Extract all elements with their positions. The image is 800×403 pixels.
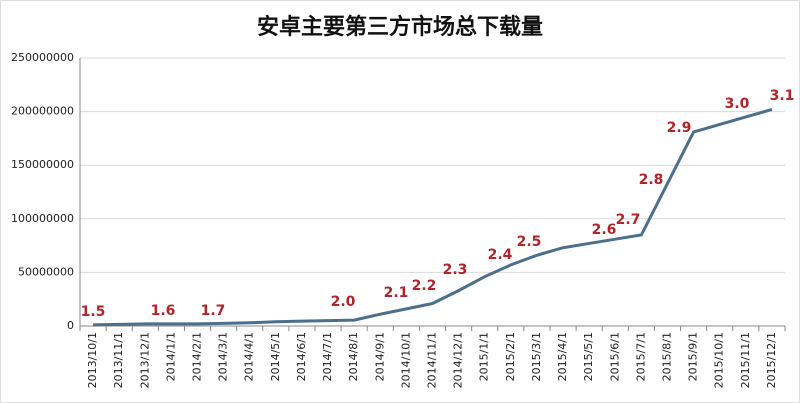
- version-label: 2.8: [639, 172, 664, 188]
- x-tick-label: 2015/9/1: [687, 332, 700, 381]
- y-tick-label: 150000000: [11, 158, 74, 171]
- x-tick-label: 2013/10/1: [86, 332, 99, 388]
- version-label: 1.7: [201, 303, 226, 319]
- x-tick-label: 2015/10/1: [713, 332, 726, 388]
- x-tick-label: 2015/12/1: [765, 332, 778, 388]
- version-label: 1.5: [81, 304, 106, 320]
- version-label: 2.7: [616, 212, 641, 228]
- version-label: 2.3: [443, 262, 468, 278]
- x-tick-label: 2015/11/1: [739, 332, 752, 388]
- x-tick-label: 2015/4/1: [556, 332, 569, 381]
- x-tick-label: 2014/1/1: [164, 332, 177, 381]
- y-tick-label: 200000000: [11, 105, 74, 118]
- x-tick-label: 2014/11/1: [426, 332, 439, 388]
- x-tick-label: 2014/10/1: [399, 332, 412, 388]
- version-label: 2.6: [592, 222, 617, 238]
- x-tick-label: 2014/9/1: [373, 332, 386, 381]
- version-label: 1.6: [151, 303, 176, 319]
- x-tick-label: 2015/8/1: [661, 332, 674, 381]
- version-label: 2.9: [667, 120, 692, 136]
- version-label: 3.0: [725, 96, 750, 112]
- version-label: 3.1: [770, 88, 795, 104]
- y-tick-label: 0: [67, 319, 74, 332]
- version-label: 2.4: [488, 247, 513, 263]
- x-tick-label: 2014/12/1: [452, 332, 465, 388]
- y-tick-label: 50000000: [18, 265, 74, 278]
- x-tick-label: 2013/11/1: [112, 332, 125, 388]
- y-tick-label: 100000000: [11, 212, 74, 225]
- version-label: 2.0: [331, 294, 356, 310]
- x-tick-label: 2015/3/1: [530, 332, 543, 381]
- x-tick-label: 2014/6/1: [295, 332, 308, 381]
- x-tick-label: 2015/1/1: [478, 332, 491, 381]
- x-tick-label: 2013/12/1: [138, 332, 151, 388]
- data-line: [93, 108, 773, 327]
- x-tick-label: 2015/5/1: [582, 332, 595, 381]
- y-tick-label: 250000000: [11, 51, 74, 64]
- chart-title: 安卓主要第三方市场总下载量: [257, 14, 543, 40]
- version-label: 2.1: [384, 285, 409, 301]
- x-tick-label: 2014/2/1: [191, 332, 204, 381]
- x-tick-label: 2015/2/1: [504, 332, 517, 381]
- x-tick-label: 2014/7/1: [321, 332, 334, 381]
- x-tick-label: 2014/8/1: [347, 332, 360, 381]
- x-tick-label: 2015/6/1: [608, 332, 621, 381]
- x-tick-label: 2014/4/1: [243, 332, 256, 381]
- x-tick-label: 2014/3/1: [217, 332, 230, 381]
- version-label: 2.2: [412, 278, 437, 294]
- x-tick-label: 2015/7/1: [634, 332, 647, 381]
- version-label: 2.5: [517, 234, 542, 250]
- x-tick-label: 2014/5/1: [269, 332, 282, 381]
